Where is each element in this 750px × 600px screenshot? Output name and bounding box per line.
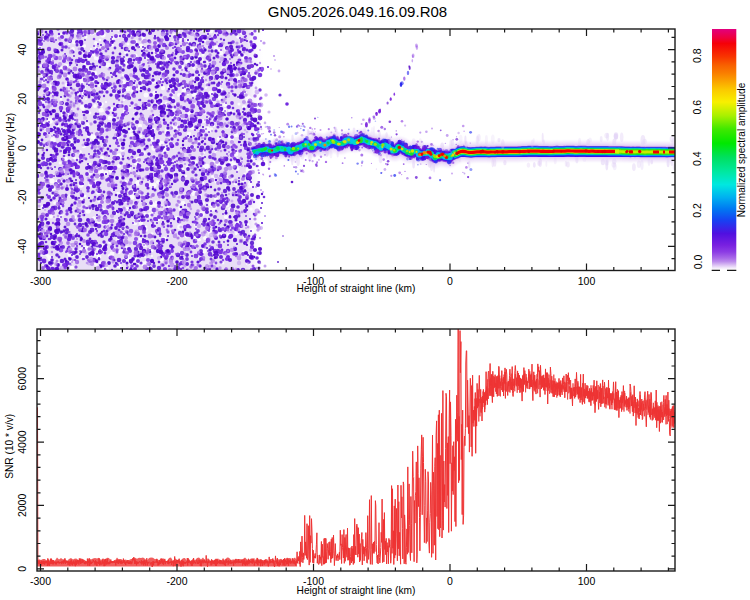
svg-text:Height of straight line (km): Height of straight line (km)	[297, 585, 416, 596]
svg-text:6000: 6000	[16, 367, 28, 391]
svg-text:-300: -300	[30, 575, 51, 587]
svg-text:4000: 4000	[16, 430, 28, 454]
svg-text:0.6: 0.6	[692, 100, 704, 115]
svg-text:Normalized spectral amplitude: Normalized spectral amplitude	[736, 82, 747, 217]
svg-text:0: 0	[16, 566, 28, 572]
svg-text:100: 100	[578, 575, 596, 587]
svg-text:-200: -200	[166, 575, 187, 587]
svg-text:0.0: 0.0	[692, 255, 704, 270]
svg-text:-200: -200	[166, 275, 187, 287]
svg-text:0: 0	[447, 575, 453, 587]
svg-text:0.8: 0.8	[692, 48, 704, 63]
svg-text:GN05.2026.049.16.09.R08: GN05.2026.049.16.09.R08	[268, 3, 447, 20]
svg-text:0.4: 0.4	[692, 151, 704, 166]
svg-text:100: 100	[578, 275, 596, 287]
svg-text:Height of straight line (km): Height of straight line (km)	[297, 283, 416, 294]
svg-text:0: 0	[16, 145, 28, 151]
svg-text:0.2: 0.2	[692, 203, 704, 218]
svg-text:40: 40	[16, 44, 28, 56]
svg-text:-20: -20	[16, 189, 28, 204]
svg-text:Frequency (Hz): Frequency (Hz)	[5, 113, 16, 183]
svg-text:-300: -300	[30, 275, 51, 287]
svg-text:20: 20	[16, 93, 28, 105]
svg-text:-40: -40	[16, 239, 28, 254]
svg-text:2000: 2000	[16, 494, 28, 518]
svg-text:0: 0	[447, 275, 453, 287]
svg-text:SNR (10 * v/v): SNR (10 * v/v)	[4, 414, 15, 479]
